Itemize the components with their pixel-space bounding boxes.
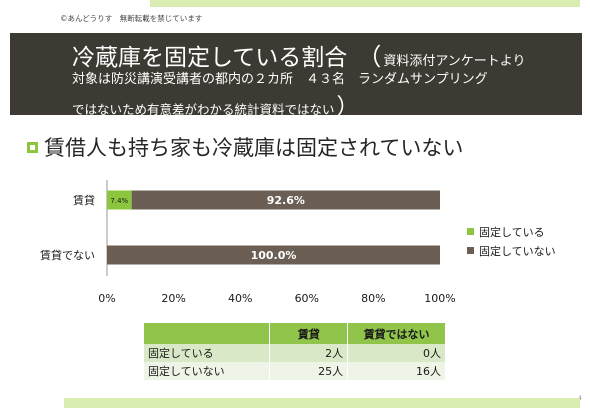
paren-open: （ bbox=[357, 43, 382, 71]
category-label: 賃貸 bbox=[73, 193, 95, 207]
table-header-row: 賃貸 賃貸ではない bbox=[144, 323, 446, 344]
data-label: 100.0% bbox=[251, 249, 297, 262]
legend-label-not-fixed: 固定していない bbox=[479, 244, 556, 258]
sample-note: 対象は防災講演受講者の都内の２カ所 ４３名 ランダムサンプリング bbox=[72, 72, 488, 87]
table-cell: 2人 bbox=[269, 344, 349, 362]
category-label: 賃貸でない bbox=[40, 248, 95, 262]
table-row: 固定していない 25人 16人 bbox=[144, 362, 446, 380]
disclaimer-line: ではないため有意差がわかる統計資料ではない ） bbox=[72, 89, 359, 121]
chart-legend: 固定している 固定していない bbox=[467, 222, 556, 260]
key-finding-text: 賃借人も持ち家も冷蔵庫は固定されていない bbox=[44, 136, 464, 160]
data-label: 92.6% bbox=[267, 194, 305, 207]
slide-title-banner: 冷蔵庫を固定している割合 （ 資料添付アンケートより 対象は防災講演受講者の都内… bbox=[10, 33, 582, 120]
bottom-accent-bar bbox=[64, 398, 580, 408]
legend-label-fixed: 固定している bbox=[479, 225, 545, 239]
data-label: 7.4% bbox=[110, 197, 128, 205]
table-header-rental: 賃貸 bbox=[269, 323, 349, 344]
stacked-bar-chart: 賃貸 7.4% 92.6% 賃貸でない 100.0% 0% 20% 40% 60% 80% 100% bbox=[40, 180, 456, 305]
disclaimer-note: ではないため有意差がわかる統計資料ではない bbox=[72, 102, 335, 117]
x-tick-label: 60% bbox=[295, 292, 319, 305]
x-tick-label: 100% bbox=[424, 292, 455, 305]
slide-title: 冷蔵庫を固定している割合 bbox=[72, 45, 348, 71]
table-row-label: 固定している bbox=[144, 344, 271, 362]
bar-segment bbox=[107, 190, 132, 210]
legend-swatch-not-fixed bbox=[467, 247, 474, 254]
bar-segment bbox=[107, 245, 440, 265]
copyright-notice: ©あんどうりす 無断転載を禁じています bbox=[60, 14, 203, 23]
x-tick-label: 0% bbox=[98, 292, 115, 305]
title-line: 冷蔵庫を固定している割合 （ 資料添付アンケートより bbox=[72, 37, 526, 72]
table-row: 固定している 2人 0人 bbox=[144, 344, 446, 362]
x-tick-label: 80% bbox=[361, 292, 385, 305]
legend-swatch-fixed bbox=[467, 228, 474, 235]
table-header-non-rental: 賃貸ではない bbox=[347, 323, 446, 344]
table-header-corner bbox=[144, 323, 271, 344]
paren-close: ） bbox=[336, 95, 359, 120]
legend-item-not-fixed: 固定していない bbox=[467, 241, 556, 260]
counts-table: 賃貸 賃貸ではない 固定している 2人 0人 固定していない 25人 16人 bbox=[144, 323, 446, 380]
table-cell: 0人 bbox=[347, 344, 446, 362]
source-note: 資料添付アンケートより bbox=[383, 54, 526, 69]
bar-segment bbox=[131, 190, 440, 210]
table-row-label: 固定していない bbox=[144, 362, 271, 380]
x-tick-label: 40% bbox=[228, 292, 252, 305]
top-accent-bar bbox=[150, 0, 580, 7]
square-bullet-icon bbox=[27, 141, 38, 153]
key-finding: 賃借人も持ち家も冷蔵庫は固定されていない bbox=[27, 132, 463, 162]
table-cell: 25人 bbox=[269, 362, 349, 380]
x-tick-label: 20% bbox=[161, 292, 185, 305]
legend-item-fixed: 固定している bbox=[467, 222, 556, 241]
table-cell: 16人 bbox=[347, 362, 446, 380]
